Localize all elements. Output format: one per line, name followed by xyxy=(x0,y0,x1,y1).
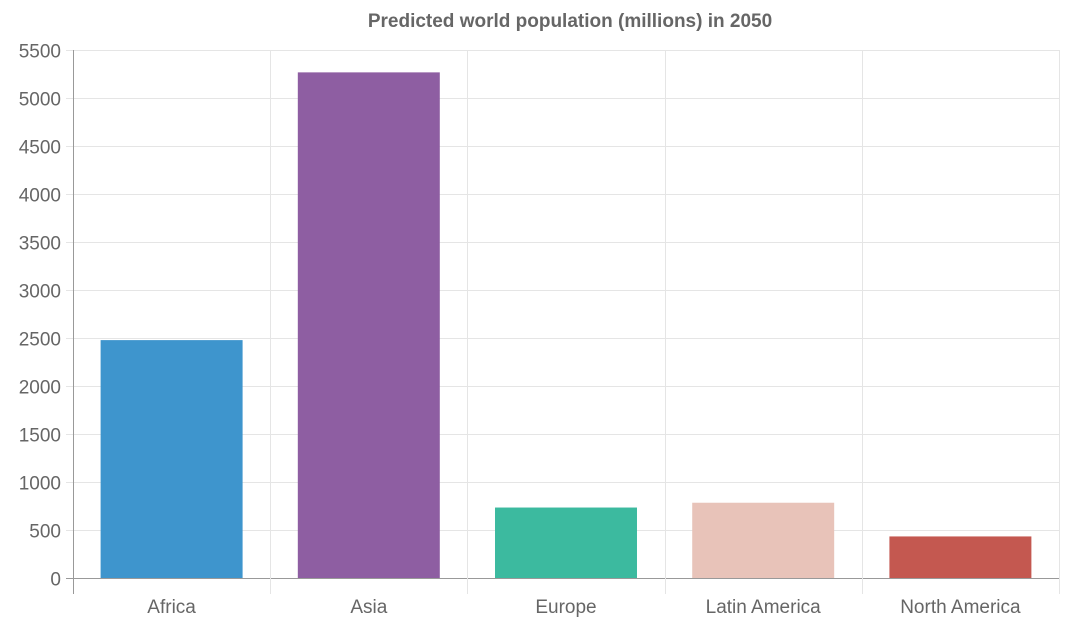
y-tick-label: 2000 xyxy=(19,378,61,399)
y-tick-label: 0 xyxy=(50,570,61,591)
y-tick-label: 4500 xyxy=(19,138,61,159)
y-tick-label: 500 xyxy=(29,522,61,543)
y-tick-label: 4000 xyxy=(19,186,61,207)
x-tick-label: Africa xyxy=(147,597,196,618)
x-tick-label: Europe xyxy=(535,597,596,618)
x-tick-label: Asia xyxy=(350,597,387,618)
y-tick-label: 5500 xyxy=(19,42,61,63)
bar-latin-america[interactable] xyxy=(692,502,835,578)
y-tick-label: 1000 xyxy=(19,474,61,495)
bar-asia[interactable] xyxy=(297,72,440,579)
bar-north-america[interactable] xyxy=(889,536,1032,578)
y-tick-label: 2500 xyxy=(19,330,61,351)
x-tick-label: Latin America xyxy=(706,597,822,618)
y-tick-label: 3500 xyxy=(19,234,61,255)
y-tick-label: 5000 xyxy=(19,90,61,111)
chart-title: Predicted world population (millions) in… xyxy=(367,11,773,32)
bar-africa[interactable] xyxy=(100,340,243,578)
y-tick-label: 1500 xyxy=(19,426,61,447)
x-tick-label: North America xyxy=(900,597,1021,618)
grid-lines xyxy=(66,50,1060,594)
bar-europe[interactable] xyxy=(495,507,637,578)
y-tick-label: 3000 xyxy=(19,282,61,303)
